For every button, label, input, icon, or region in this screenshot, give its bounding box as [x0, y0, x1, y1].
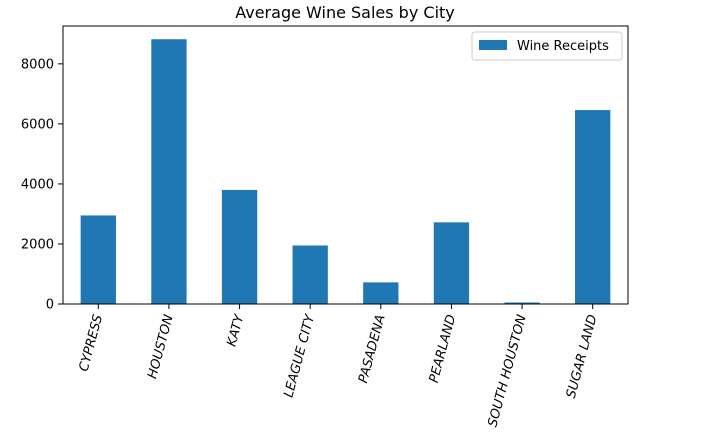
y-tick-label-6000: 6000 — [21, 117, 54, 132]
y-axis: 0 2000 4000 6000 8000 — [21, 57, 63, 313]
bar-cypress — [80, 215, 116, 304]
legend-label-wine-receipts: Wine Receipts — [517, 39, 609, 54]
plot-frame — [62, 25, 629, 305]
x-tick-label-pasadena: PASADENA — [356, 313, 389, 385]
bar-pearland — [433, 222, 470, 304]
x-tick-label-pearland: PEARLAND — [427, 313, 460, 384]
x-tick-label-katy: KATY — [225, 312, 248, 348]
y-tick-label-0: 0 — [46, 298, 54, 313]
bar-pasadena — [363, 282, 399, 304]
bar-league-city — [292, 245, 328, 304]
bars-group — [80, 39, 611, 304]
bar-south-houston — [504, 302, 540, 304]
y-tick-label-8000: 8000 — [21, 57, 54, 72]
bar-sugar-land — [575, 110, 611, 304]
x-tick-label-sugar-land: SUGAR LAND — [564, 313, 601, 400]
legend-box — [471, 31, 623, 61]
x-tick-label-houston: HOUSTON — [145, 313, 177, 381]
bar-katy — [221, 189, 258, 304]
legend: Wine Receipts — [471, 31, 623, 61]
y-tick-label-4000: 4000 — [21, 177, 54, 192]
y-tick-label-2000: 2000 — [21, 237, 54, 252]
bar-houston — [151, 39, 187, 304]
x-tick-label-south-houston: SOUTH HOUSTON — [486, 313, 530, 429]
x-tick-label-cypress: CYPRESS — [77, 313, 107, 373]
chart-title: Average Wine Sales by City — [235, 3, 455, 22]
x-axis: CYPRESS HOUSTON KATY LEAGUE CITY PASADENA PEA… — [77, 304, 601, 429]
legend-swatch-wine-receipts — [479, 40, 507, 50]
x-tick-label-league-city: LEAGUE CITY — [282, 312, 319, 399]
